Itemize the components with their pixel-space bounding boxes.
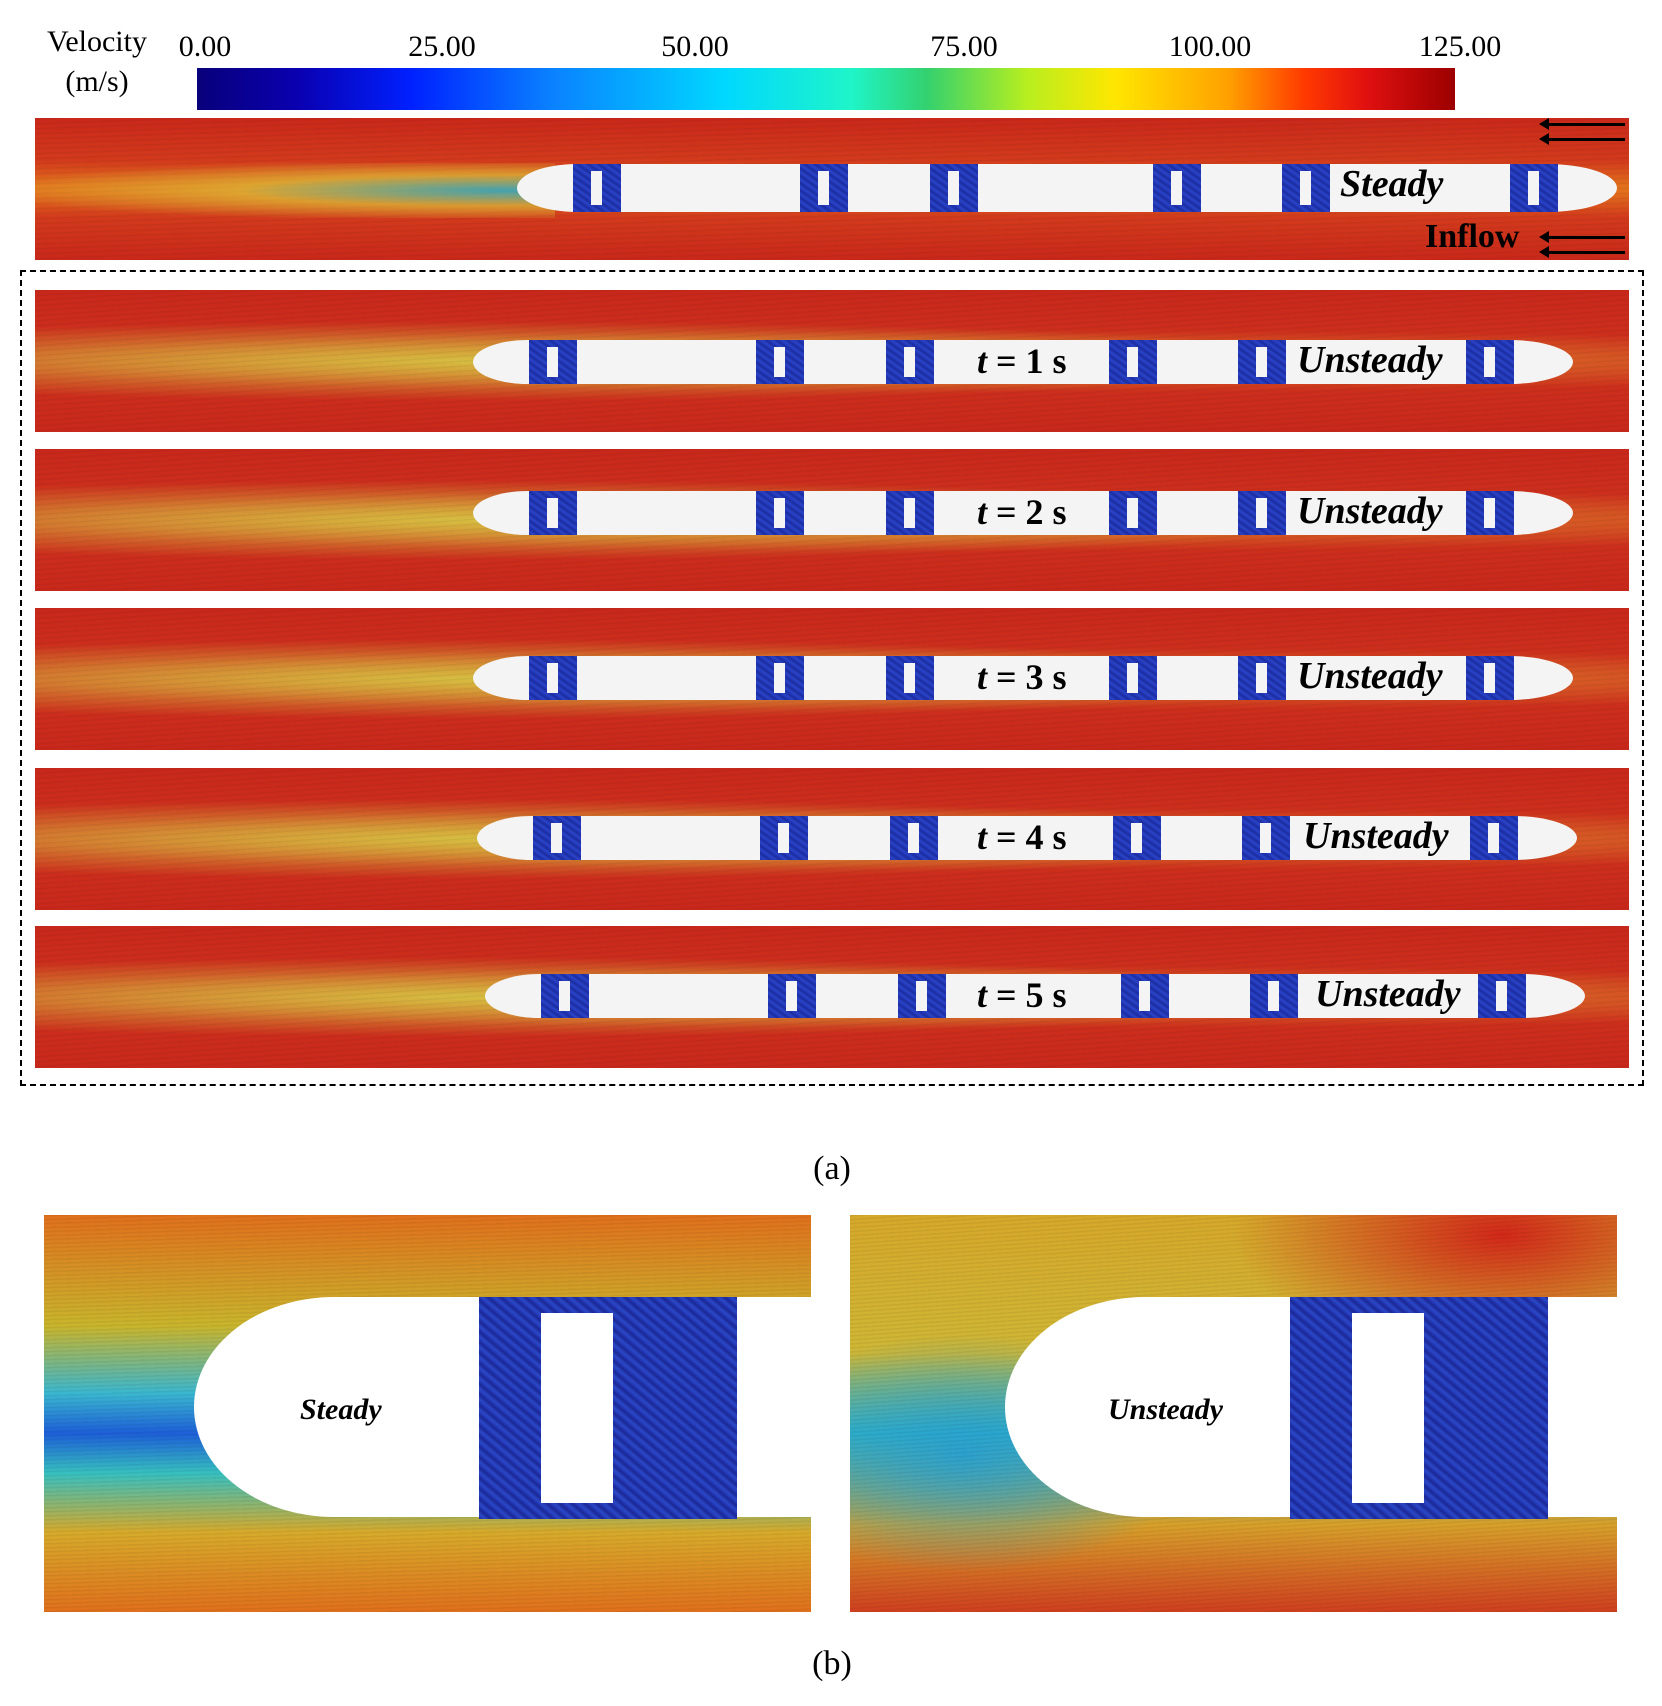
bogie [533,816,581,860]
time-var: t [977,492,988,532]
zoom-bogie [1290,1297,1548,1519]
bogie-slot [1352,1313,1424,1503]
train-body [477,816,1577,860]
colorbar-tick-125: 125.00 [1418,30,1502,63]
bogie [1238,656,1286,700]
zoom-unsteady: Unsteady [850,1215,1617,1612]
bogie [1238,491,1286,535]
colorbar-title-line1: Velocity [47,25,147,58]
bogie [1109,656,1157,700]
bogie [890,816,938,860]
bogie [886,340,934,384]
colorbar-tick-0: 0.00 [178,30,232,63]
zoom-unsteady-label: Unsteady [1108,1393,1223,1426]
bogie [756,491,804,535]
train-body [485,974,1585,1018]
unsteady-group-box [20,270,1644,1086]
bogie [930,164,978,212]
zoom-bogie [479,1297,737,1519]
time-label: t = 4 s [977,816,1067,858]
colorbar [197,68,1455,110]
bogie [1109,340,1157,384]
bogie [541,974,589,1018]
bogie [800,164,848,212]
inflow-arrow [1539,246,1625,258]
steady-label: Steady [1340,163,1444,205]
bogie [768,974,816,1018]
unsteady-label: Unsteady [1297,339,1443,381]
time-var: t [977,975,988,1015]
time-var: t [977,341,988,381]
zoom-steady-label: Steady [300,1393,382,1426]
bogie [1478,974,1526,1018]
bogie [1238,340,1286,384]
bogie [1242,816,1290,860]
steady-flow-field: Steady Inflow [35,118,1629,260]
panel-a-caption: (a) [813,1150,851,1187]
time-label: t = 3 s [977,656,1067,698]
unsteady-label: Unsteady [1315,973,1461,1015]
time-value: = 2 s [987,492,1067,532]
time-var: t [977,817,988,857]
bogie [756,656,804,700]
time-value: = 5 s [987,975,1067,1015]
inflow-arrow [1539,231,1625,243]
bogie [1466,340,1514,384]
unsteady-flow-field-t2: t = 2 s Unsteady [35,449,1629,591]
bogie [529,491,577,535]
unsteady-flow-field-t4: t = 4 s Unsteady [35,768,1629,910]
inflow-arrow [1539,133,1625,145]
train-body [473,656,1573,700]
unsteady-label: Unsteady [1303,815,1449,857]
bogie [529,656,577,700]
bogie [1109,491,1157,535]
unsteady-flow-field-t5: t = 5 s Unsteady [35,926,1629,1068]
time-value: = 1 s [987,341,1067,381]
zoom-steady: Steady [44,1215,811,1612]
time-label: t = 5 s [977,974,1067,1016]
bogie [1250,974,1298,1018]
bogie [898,974,946,1018]
colorbar-tick-100: 100.00 [1168,30,1252,63]
time-var: t [977,657,988,697]
bogie [1121,974,1169,1018]
unsteady-label: Unsteady [1297,655,1443,697]
colorbar-title: Velocity (m/s) [22,22,172,102]
time-value: = 4 s [987,817,1067,857]
bogie [886,656,934,700]
steady-wake [35,163,555,218]
time-value: = 3 s [987,657,1067,697]
bogie-slot [541,1313,613,1503]
inflow-label: Inflow [1425,218,1520,255]
bogie [573,164,621,212]
bogie [1466,656,1514,700]
bogie [529,340,577,384]
bogie [1470,816,1518,860]
colorbar-tick-50: 50.00 [661,30,729,63]
unsteady-label: Unsteady [1297,490,1443,532]
bogie [756,340,804,384]
bogie [1510,164,1558,212]
colorbar-title-line2: (m/s) [65,65,129,98]
train-body [473,340,1573,384]
train-body [473,491,1573,535]
unsteady-flow-field-t3: t = 3 s Unsteady [35,608,1629,750]
time-label: t = 1 s [977,340,1067,382]
bogie [1113,816,1161,860]
bogie [1466,491,1514,535]
panel-b-caption: (b) [812,1645,852,1682]
unsteady-flow-field-t1: t = 1 s Unsteady [35,290,1629,432]
colorbar-tick-25: 25.00 [408,30,476,63]
steady-train-body [517,164,1617,212]
bogie [760,816,808,860]
inflow-arrow [1539,118,1625,130]
time-label: t = 2 s [977,491,1067,533]
colorbar-tick-75: 75.00 [930,30,998,63]
bogie [886,491,934,535]
bogie [1282,164,1330,212]
bogie [1153,164,1201,212]
